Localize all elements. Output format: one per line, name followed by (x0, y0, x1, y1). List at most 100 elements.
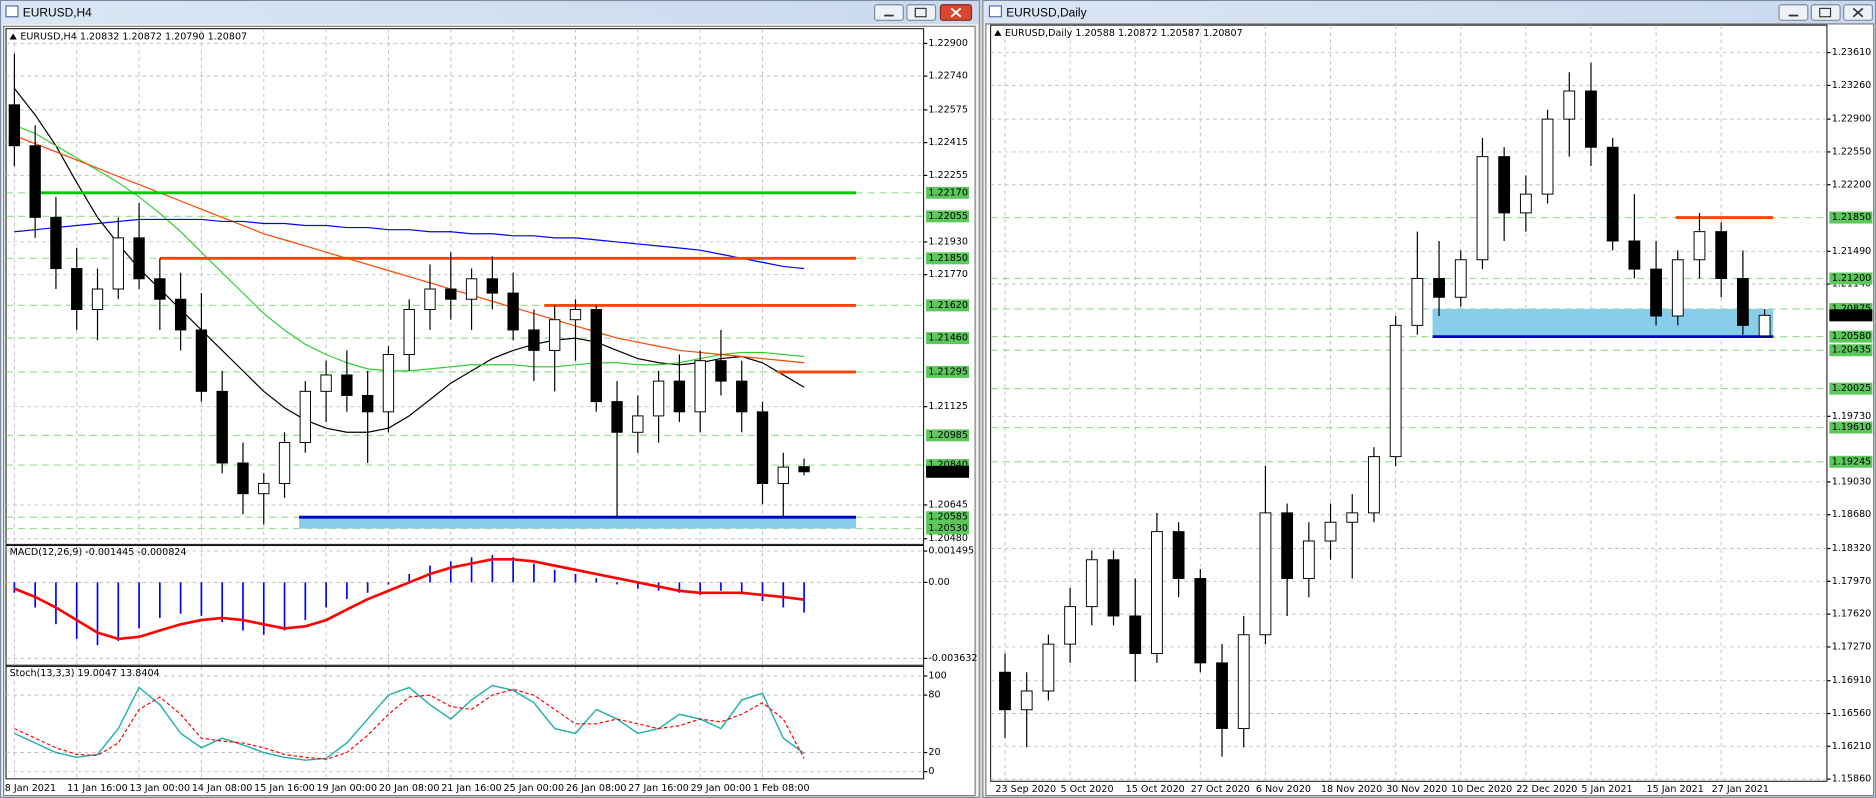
price-label: 1.20435 (1832, 345, 1872, 356)
candle-body (1476, 156, 1489, 261)
y-tick-label: 1.15860 (1832, 774, 1872, 785)
x-tick-label: 29 Jan 00:00 (691, 783, 752, 794)
candle-body (777, 466, 789, 484)
maximize-icon (914, 7, 927, 18)
candle-body (237, 462, 249, 495)
x-tick-label: 15 Jan 2021 (1647, 784, 1704, 795)
y-tick-label: 1.17970 (1832, 576, 1872, 587)
chart-header: EURUSD,H4 1.20832 1.20872 1.20790 1.2080… (20, 32, 247, 43)
price-label-box (1829, 302, 1873, 315)
candle-body (1693, 231, 1706, 261)
price-label: 1.20530 (928, 523, 968, 534)
price-label-box (1829, 382, 1873, 395)
candle-body (1129, 615, 1142, 654)
y-tick-label: 1.16910 (1832, 675, 1872, 686)
y-tick-label: 100 (928, 670, 946, 681)
chart-header: EURUSD,Daily 1.20588 1.20872 1.20587 1.2… (1005, 28, 1243, 39)
price-label-box (926, 299, 970, 312)
candle-body (1541, 118, 1554, 195)
candle-body (174, 298, 187, 331)
stoch-signal (14, 688, 805, 760)
title-bar[interactable] (1, 1, 979, 24)
candle-body (258, 482, 270, 495)
candle-body (71, 268, 83, 310)
candle-body (1020, 690, 1033, 711)
candle-body (133, 237, 145, 280)
candle-body (1346, 512, 1359, 523)
y-tick-label: 0.00 (928, 577, 949, 588)
candle-body (1324, 521, 1337, 542)
y-tick-label: 1.21930 (928, 236, 968, 247)
price-label: 1.19245 (1832, 456, 1872, 467)
panel-header: MACD(12,26,9) -0.001445 -0.000824 (10, 547, 187, 558)
price-label: 1.21850 (928, 253, 968, 264)
y-tick-label: 0.001495 (928, 546, 974, 557)
maximize-button[interactable] (1810, 4, 1841, 21)
y-tick-label: 80 (928, 690, 940, 701)
x-tick-label: 26 Jan 08:00 (566, 783, 627, 794)
y-tick-label: 1.22900 (928, 38, 968, 49)
x-tick-label: 20 Jan 08:00 (379, 783, 440, 794)
panel-header: Stoch(13,3,3) 19.0047 13.8404 (10, 668, 160, 679)
candle-body (1650, 268, 1662, 317)
price-label: 1.20580 (1832, 331, 1872, 342)
candle-body (403, 309, 415, 355)
candle-body (445, 288, 457, 300)
price-label-box (1829, 455, 1873, 468)
price-label: 1.21620 (928, 300, 968, 311)
price-label: 1.20840 (928, 460, 968, 471)
candle-body (1194, 578, 1207, 664)
candle-body (1454, 259, 1467, 298)
y-tick-label: 1.19030 (1832, 476, 1872, 487)
title-bar[interactable] (983, 1, 1875, 24)
y-tick-label: 1.19730 (1832, 411, 1872, 422)
x-tick-label: 11 Jan 16:00 (67, 783, 128, 794)
y-tick-label: 1.18320 (1832, 543, 1872, 554)
candle-body (50, 216, 62, 270)
candle-body (278, 442, 291, 484)
x-tick-label: 1 Feb 08:00 (753, 783, 810, 794)
candle-body (299, 390, 311, 444)
x-tick-label: 13 Jan 00:00 (129, 783, 190, 794)
price-label: 1.20025 (1832, 383, 1872, 394)
minimize-button[interactable] (873, 4, 904, 21)
candle-body (195, 329, 208, 392)
x-tick-label: 30 Nov 2020 (1386, 784, 1447, 795)
window-icon (988, 5, 1003, 18)
x-tick-label: 10 Dec 2020 (1451, 784, 1512, 795)
stoch-main (14, 684, 805, 761)
maximize-button[interactable] (906, 4, 937, 21)
price-label-box (1829, 272, 1873, 285)
candle-body (1736, 278, 1749, 326)
candle-body (1563, 90, 1576, 120)
candle-body (528, 329, 540, 351)
x-tick-label: 27 Jan 2021 (1712, 784, 1769, 795)
candle-body (1302, 540, 1315, 579)
window-icon (5, 5, 19, 18)
price-label-box (926, 365, 970, 378)
candle-body (1585, 90, 1597, 148)
chart-area (985, 23, 1875, 797)
x-tick-label: 18 Nov 2020 (1321, 784, 1382, 795)
x-tick-label: 5 Jan 2021 (1581, 784, 1632, 795)
y-tick-label: 1.22255 (928, 170, 968, 181)
y-tick-label: 20 (928, 747, 940, 758)
minimize-button[interactable] (1778, 4, 1809, 21)
price-label-box (926, 511, 970, 524)
y-tick-label: 1.22415 (928, 137, 968, 148)
x-tick-label: 8 Jan 2021 (5, 783, 56, 794)
y-tick-label: 1.21125 (928, 401, 968, 412)
moving-average (14, 218, 805, 270)
x-tick-label: 15 Jan 16:00 (254, 783, 315, 794)
moving-average (14, 134, 805, 364)
panel-frame (5, 665, 925, 780)
x-tick-label: 27 Oct 2020 (1191, 784, 1250, 795)
candle-body (611, 401, 623, 433)
y-tick-label: 1.17270 (1832, 641, 1872, 652)
candle-body (756, 411, 769, 484)
candle-body (1411, 278, 1424, 326)
y-tick-label: 1.23610 (1832, 47, 1872, 58)
price-label-box (1829, 211, 1873, 224)
